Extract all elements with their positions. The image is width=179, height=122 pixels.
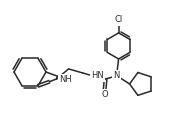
Text: Cl: Cl <box>115 15 123 24</box>
Text: HN: HN <box>92 71 104 80</box>
Text: N: N <box>113 71 120 80</box>
Text: O: O <box>101 90 108 99</box>
Text: NH: NH <box>59 75 72 84</box>
